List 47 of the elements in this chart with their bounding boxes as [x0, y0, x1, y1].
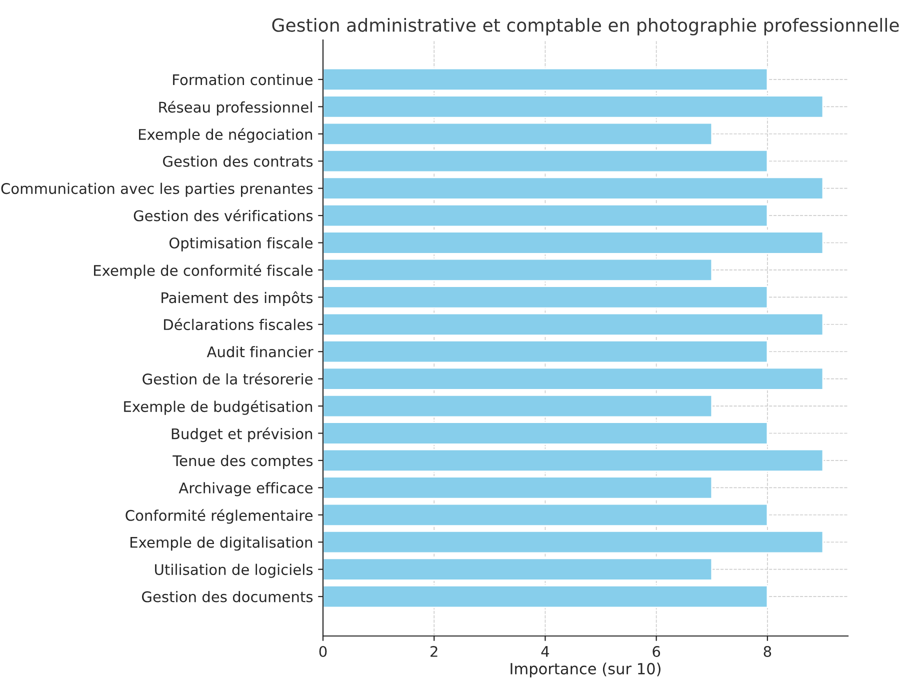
y-tick-label: Tenue des comptes [172, 454, 313, 470]
y-tick-label: Paiement des impôts [162, 291, 313, 306]
y-tick-label: Réseau professionnel [159, 100, 312, 116]
bar [323, 204, 768, 228]
bar [323, 68, 768, 92]
bar [323, 286, 768, 309]
bar [323, 422, 768, 445]
y-tick-label: Gestion des documents [142, 591, 313, 602]
x-tick-label: 8 [764, 646, 772, 658]
bar [323, 448, 824, 472]
x-tick-label: 4 [541, 646, 550, 657]
bar [323, 231, 824, 254]
y-tick-label: Exemple de conformité fiscale [94, 264, 312, 279]
x-tick-label: 6 [652, 646, 660, 658]
bar [323, 558, 713, 581]
y-tick-label: Gestion des contrats [163, 156, 313, 167]
y-tick-label: Archivage efficace [178, 482, 312, 496]
x-tick-label: 2 [430, 646, 438, 657]
bar [323, 394, 713, 418]
bar [323, 503, 768, 526]
y-tick-label: Formation continue [173, 74, 313, 86]
bar [323, 340, 768, 364]
bar [323, 258, 713, 282]
y-tick-label: Gestion de la trésorerie [142, 372, 313, 385]
bar [323, 367, 824, 390]
y-tick-label: Exemple de digitalisation [130, 536, 312, 551]
y-tick-label: Utilisation de logiciels [155, 564, 313, 578]
x-tick-label: 0 [319, 646, 327, 658]
y-tick-label: Exemple de négociation [139, 128, 312, 143]
y-tick-label: Audit financier [206, 346, 314, 358]
y-tick-label: Communication avec les parties prenantes [1, 182, 313, 197]
chart-title: Gestion administrative et comptable en photographie professionnelle [272, 18, 899, 36]
bar [323, 530, 824, 554]
bar [323, 122, 713, 146]
bar [323, 584, 768, 608]
bar [323, 150, 768, 173]
bar [323, 176, 824, 200]
y-tick-label: Conformité réglementaire [126, 509, 312, 524]
y-tick-label: Gestion des vérifications [134, 209, 313, 222]
y-tick-label: Déclarations fiscales [164, 318, 313, 330]
bar [323, 476, 713, 500]
y-tick-label: Exemple de budgétisation [124, 400, 312, 415]
y-tick-label: Budget et prévision [172, 427, 312, 442]
bar [323, 95, 824, 118]
bar [323, 312, 824, 336]
x-axis-title: Importance (sur 10) [510, 662, 660, 678]
y-tick-label: Optimisation fiscale [169, 237, 313, 252]
